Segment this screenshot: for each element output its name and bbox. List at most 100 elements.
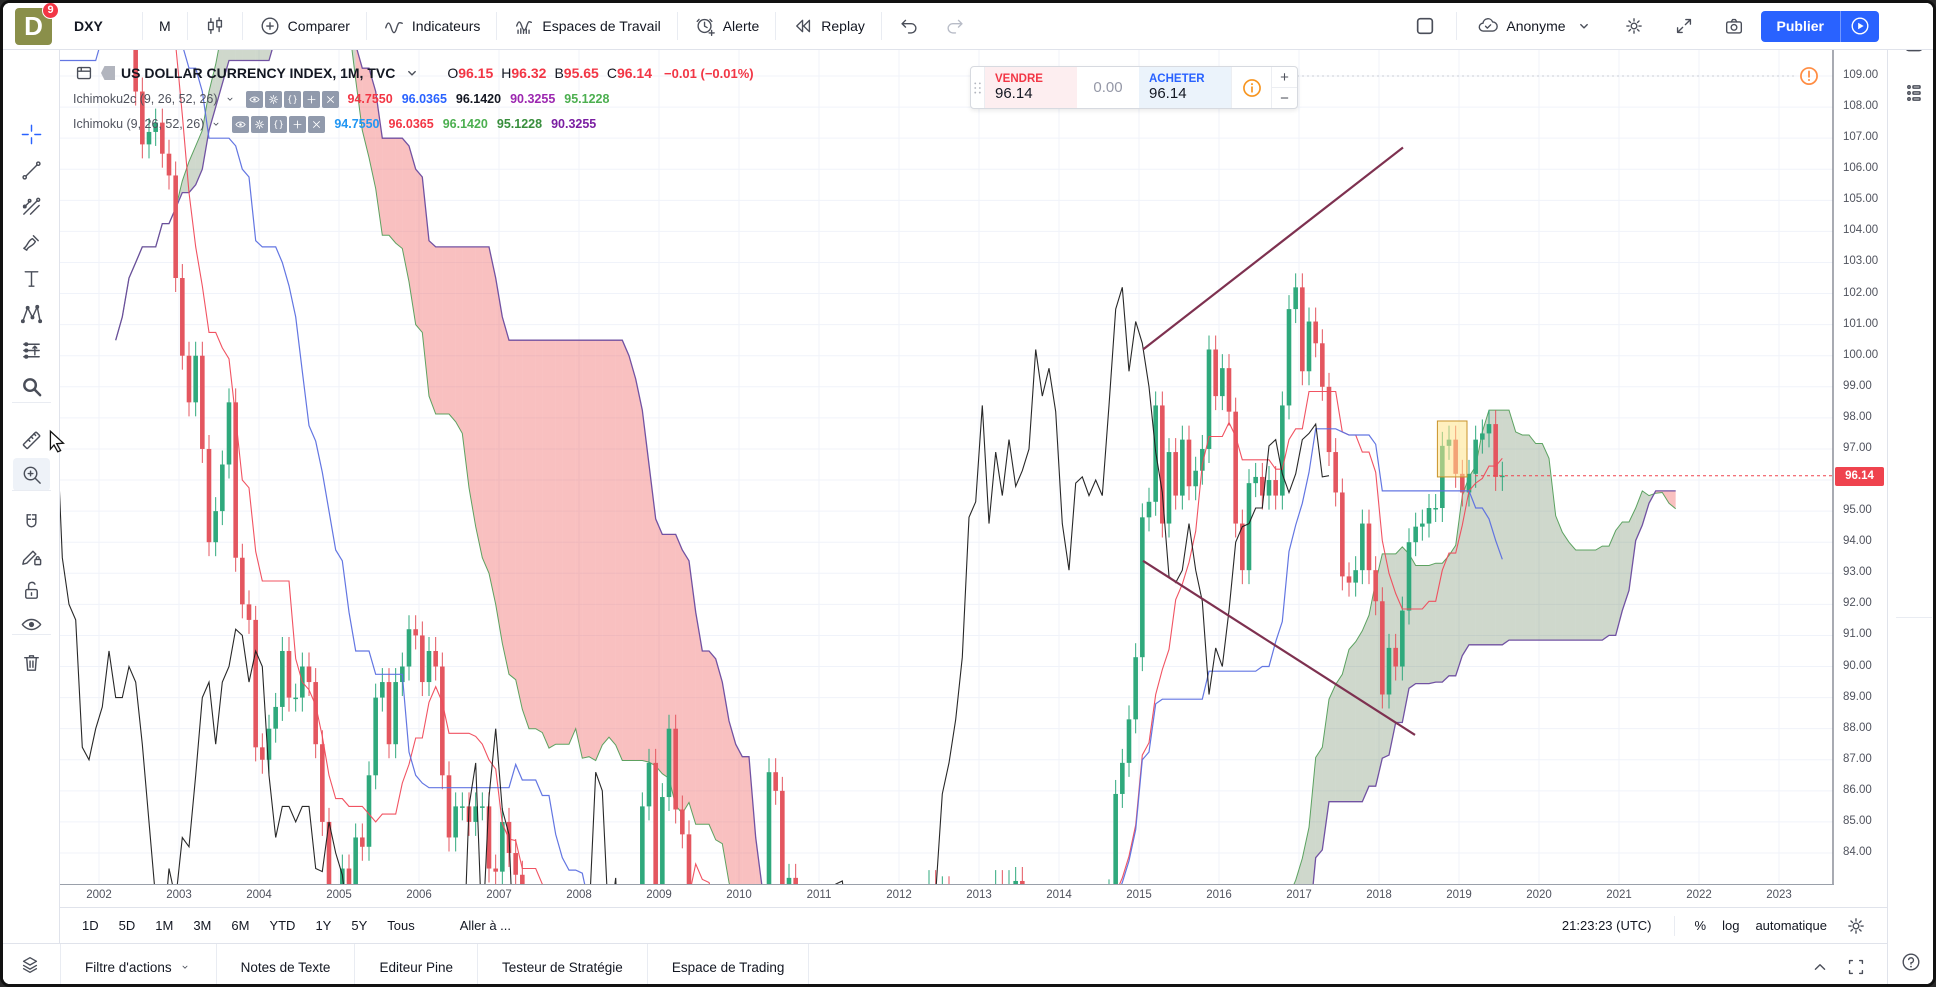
indicator-remove-icon[interactable] <box>308 115 326 133</box>
goto-date-button[interactable]: Aller à ... <box>459 918 512 933</box>
scale-gear-icon <box>1845 915 1867 937</box>
tool-trash[interactable] <box>13 646 50 679</box>
top-toolbar: D 9 DXY M Comparer Indicateurs Espaces d… <box>3 3 1933 50</box>
undo-button[interactable] <box>886 7 932 45</box>
buy-button[interactable]: ACHETER 96.14 <box>1139 67 1231 108</box>
bottom-tab-espace-de-trading[interactable]: Espace de Trading <box>648 944 810 984</box>
time-axis[interactable]: 2002 2003 2004 2005 2006 2007 2008 2009 2010 2011… <box>60 884 1834 907</box>
tool-zoom-in[interactable] <box>13 458 50 491</box>
delayed-data-warning-icon[interactable] <box>1798 65 1820 87</box>
maximize-panel-icon[interactable] <box>1845 956 1867 978</box>
order-info-button[interactable] <box>1231 67 1271 108</box>
indicators-button[interactable]: Indicateurs <box>371 7 492 45</box>
indicator-source-icon[interactable] <box>270 115 288 133</box>
symbol-title[interactable]: US DOLLAR CURRENCY INDEX, 1M, TVC <box>121 65 396 81</box>
tool-forecast[interactable] <box>13 334 50 367</box>
range-button-1d[interactable]: 1D <box>82 918 99 933</box>
tool-search[interactable] <box>13 370 50 403</box>
drag-dots-icon <box>971 77 989 99</box>
scale-button-percent[interactable]: % <box>1694 918 1707 933</box>
tool-crosshair[interactable] <box>13 118 50 151</box>
ohlc-item: H96.32 <box>501 65 547 81</box>
indicator-source-icon[interactable] <box>283 90 301 108</box>
publish-button[interactable]: Publier <box>1760 10 1879 42</box>
tool-lock[interactable] <box>13 574 50 607</box>
alert-button[interactable]: Alerte <box>682 7 772 45</box>
expand-panel-icon[interactable] <box>1809 956 1831 978</box>
price-tick: 93.00 <box>1843 566 1872 579</box>
bottom-tab-testeur-de-strat-gie[interactable]: Testeur de Stratégie <box>478 944 648 984</box>
app-logo[interactable]: D 9 <box>15 3 59 45</box>
camera-icon <box>1723 15 1745 37</box>
indicator-add-icon[interactable] <box>289 115 307 133</box>
tool-xabcd-pattern[interactable] <box>13 298 50 331</box>
tool-drawing-lock[interactable] <box>13 540 50 573</box>
price-tick: 94.00 <box>1843 535 1872 548</box>
tool-text[interactable] <box>13 262 50 295</box>
year-tick: 2007 <box>486 889 512 901</box>
range-button-1m[interactable]: 1M <box>155 918 174 933</box>
price-tick: 100.00 <box>1843 348 1879 361</box>
snapshot-button[interactable] <box>1711 7 1757 45</box>
tool-ruler[interactable] <box>13 422 50 455</box>
price-chart[interactable] <box>3 3 1933 984</box>
symbol-search-button[interactable]: DXY <box>74 18 103 34</box>
range-button-1y[interactable]: 1Y <box>315 918 332 933</box>
scale-button-automatique[interactable]: automatique <box>1755 918 1827 933</box>
indicator-chevron-icon[interactable] <box>223 92 237 106</box>
chart-style-button[interactable] <box>192 7 238 45</box>
replay-button[interactable]: Replay <box>780 7 877 45</box>
indicator-add-icon[interactable] <box>302 90 320 108</box>
range-button-3m[interactable]: 3M <box>193 918 212 933</box>
bottom-tab-filtre-d-actions[interactable]: Filtre d'actions <box>61 944 217 984</box>
range-button-5y[interactable]: 5Y <box>351 918 368 933</box>
magnet-icon <box>20 511 43 534</box>
sidebar-dom-panel-button[interactable] <box>1896 75 1932 111</box>
tool-magnet[interactable] <box>13 506 50 539</box>
play-circle-icon[interactable] <box>1841 11 1879 42</box>
indicator-remove-icon[interactable] <box>321 90 339 108</box>
indicator-name[interactable]: Ichimoku (9, 26, 52, 26) <box>73 117 205 131</box>
object-tree-icon[interactable] <box>19 954 41 976</box>
right-sidebar: 3 <box>1887 3 1933 984</box>
layout-button[interactable] <box>1402 7 1448 45</box>
redo-button[interactable] <box>932 7 978 45</box>
range-button-ytd[interactable]: YTD <box>269 918 296 933</box>
tab-chevron-icon <box>178 960 192 974</box>
indicator-settings-icon[interactable] <box>264 90 282 108</box>
indicator-settings-icon[interactable] <box>251 115 269 133</box>
fullscreen-button[interactable] <box>1661 7 1707 45</box>
compare-button[interactable]: Comparer <box>247 7 362 45</box>
help-icon[interactable] <box>1900 951 1922 973</box>
bottom-tab-notes-de-texte[interactable]: Notes de Texte <box>217 944 356 984</box>
quantity-decrease-button[interactable]: − <box>1280 89 1289 107</box>
price-axis[interactable]: 84.00 85.00 86.00 87.00 88.00 89.00 90.00 91.00… <box>1834 50 1887 884</box>
tool-brush[interactable] <box>13 226 50 259</box>
workspaces-button[interactable]: Espaces de Travail <box>501 7 672 45</box>
price-tick: 97.00 <box>1843 441 1872 454</box>
range-button-6m[interactable]: 6M <box>231 918 250 933</box>
clock[interactable]: 21:23:23 (UTC) <box>1561 918 1652 933</box>
indicator-hide-icon[interactable] <box>232 115 250 133</box>
tool-trend-line[interactable] <box>13 154 50 187</box>
tool-pitchfork[interactable] <box>13 190 50 223</box>
quantity-increase-button[interactable]: + <box>1272 67 1297 88</box>
range-button-tous[interactable]: Tous <box>387 918 415 933</box>
indicator-chevron-icon[interactable] <box>209 117 223 131</box>
interval-button[interactable]: M <box>159 18 171 34</box>
indicator-hide-icon[interactable] <box>245 90 263 108</box>
collapse-pane-icon[interactable] <box>73 62 95 84</box>
tool-eye[interactable] <box>13 608 50 641</box>
bottom-tabs-bar: Filtre d'actions Notes de Texte Editeur Pi… <box>3 943 1887 984</box>
indicator-name[interactable]: Ichimoku2c (9, 26, 52, 26) <box>73 92 218 106</box>
year-tick: 2019 <box>1446 889 1472 901</box>
settings-button[interactable] <box>1611 7 1657 45</box>
legend-chevron-icon[interactable] <box>401 62 423 84</box>
scale-settings-button[interactable] <box>1839 907 1873 945</box>
account-menu[interactable]: Anonyme <box>1465 7 1606 45</box>
bottom-tab-editeur-pine[interactable]: Editeur Pine <box>355 944 478 984</box>
order-panel-drag-handle[interactable] <box>971 67 985 108</box>
range-button-5d[interactable]: 5D <box>118 918 136 933</box>
sell-button[interactable]: VENDRE 96.14 <box>985 67 1077 108</box>
scale-button-log[interactable]: log <box>1722 918 1740 933</box>
